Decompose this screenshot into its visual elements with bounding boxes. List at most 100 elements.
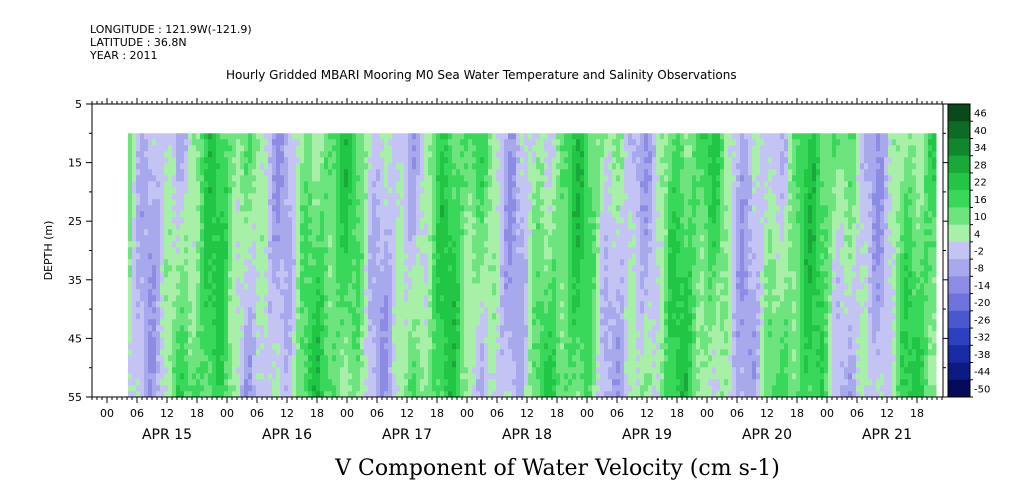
heat-cell (164, 265, 169, 272)
heat-cell (400, 223, 405, 230)
heat-cell (556, 205, 561, 212)
heat-cell (464, 199, 469, 206)
heat-cell (244, 223, 249, 230)
heat-cell (212, 307, 217, 314)
heat-cell (272, 331, 277, 338)
heat-cell (560, 205, 565, 212)
heat-cell (136, 271, 141, 278)
heat-cell (416, 259, 421, 266)
heat-cell (452, 313, 457, 320)
heat-cell (312, 169, 317, 176)
heat-cell (292, 199, 297, 206)
heat-cell (408, 163, 413, 170)
heat-cell (564, 217, 569, 224)
heat-cell (416, 229, 421, 236)
heat-cell (316, 205, 321, 212)
heat-cell (312, 283, 317, 290)
heat-cell (516, 253, 521, 260)
heat-cell (264, 229, 269, 236)
heat-cell (392, 133, 397, 140)
heat-cell (568, 271, 573, 278)
heat-cell (456, 391, 461, 398)
heat-cell (192, 265, 197, 272)
heat-cell (292, 229, 297, 236)
heat-cell (520, 379, 525, 386)
heat-cell (244, 235, 249, 242)
heat-cell (496, 265, 501, 272)
heat-cell (472, 385, 477, 392)
heat-cell (536, 283, 541, 290)
heat-cell (284, 283, 289, 290)
heat-cell (508, 355, 513, 362)
heat-cell (128, 295, 133, 302)
heat-cell (128, 367, 133, 374)
heat-cell (484, 187, 489, 194)
heat-cell (212, 151, 217, 158)
heat-cell (508, 385, 513, 392)
heat-cell (492, 343, 497, 350)
heat-cell (544, 379, 549, 386)
heat-cell (416, 163, 421, 170)
heat-cell (212, 145, 217, 152)
heat-cell (332, 259, 337, 266)
heat-cell (360, 247, 365, 254)
heat-cell (400, 205, 405, 212)
heat-cell (392, 253, 397, 260)
heat-cell (564, 181, 569, 188)
heat-cell (132, 265, 137, 272)
heat-cell (168, 235, 173, 242)
heat-cell (460, 373, 465, 380)
heat-cell (532, 277, 537, 284)
heat-cell (376, 349, 381, 356)
heat-cell (172, 253, 177, 260)
heat-cell (140, 241, 145, 248)
heat-cell (208, 331, 213, 338)
heat-cell (264, 307, 269, 314)
heat-cell (484, 301, 489, 308)
heat-cell (376, 301, 381, 308)
heat-cell (196, 301, 201, 308)
heat-cell (536, 199, 541, 206)
heat-cell (528, 145, 533, 152)
heat-cell (372, 259, 377, 266)
heat-cell (232, 289, 237, 296)
heat-cell (536, 385, 541, 392)
heat-cell (300, 355, 305, 362)
heat-cell (132, 319, 137, 326)
heat-cell (348, 151, 353, 158)
heat-cell (516, 361, 521, 368)
heat-cell (184, 295, 189, 302)
heat-cell (416, 223, 421, 230)
heat-cell (384, 331, 389, 338)
heat-cell (148, 337, 153, 344)
heat-cell (268, 247, 273, 254)
heat-cell (168, 265, 173, 272)
heat-cell (352, 289, 357, 296)
heat-cell (224, 337, 229, 344)
heat-cell (468, 187, 473, 194)
heat-cell (380, 337, 385, 344)
heat-cell (312, 157, 317, 164)
heat-cell (220, 217, 225, 224)
heat-cell (568, 187, 573, 194)
heat-cell (276, 361, 281, 368)
heat-cell (356, 169, 361, 176)
heat-cell (564, 319, 569, 326)
heat-cell (236, 205, 241, 212)
heat-cell (268, 295, 273, 302)
heat-cell (376, 331, 381, 338)
heat-cell (156, 199, 161, 206)
heat-cell (528, 253, 533, 260)
heat-cell (532, 241, 537, 248)
heat-cell (528, 229, 533, 236)
heat-cell (448, 367, 453, 374)
heat-cell (320, 271, 325, 278)
heat-cell (332, 241, 337, 248)
heat-cell (172, 271, 177, 278)
heat-cell (308, 313, 313, 320)
heat-cell (236, 379, 241, 386)
heat-cell (300, 157, 305, 164)
heat-cell (180, 367, 185, 374)
heat-cell (400, 241, 405, 248)
heat-cell (172, 349, 177, 356)
